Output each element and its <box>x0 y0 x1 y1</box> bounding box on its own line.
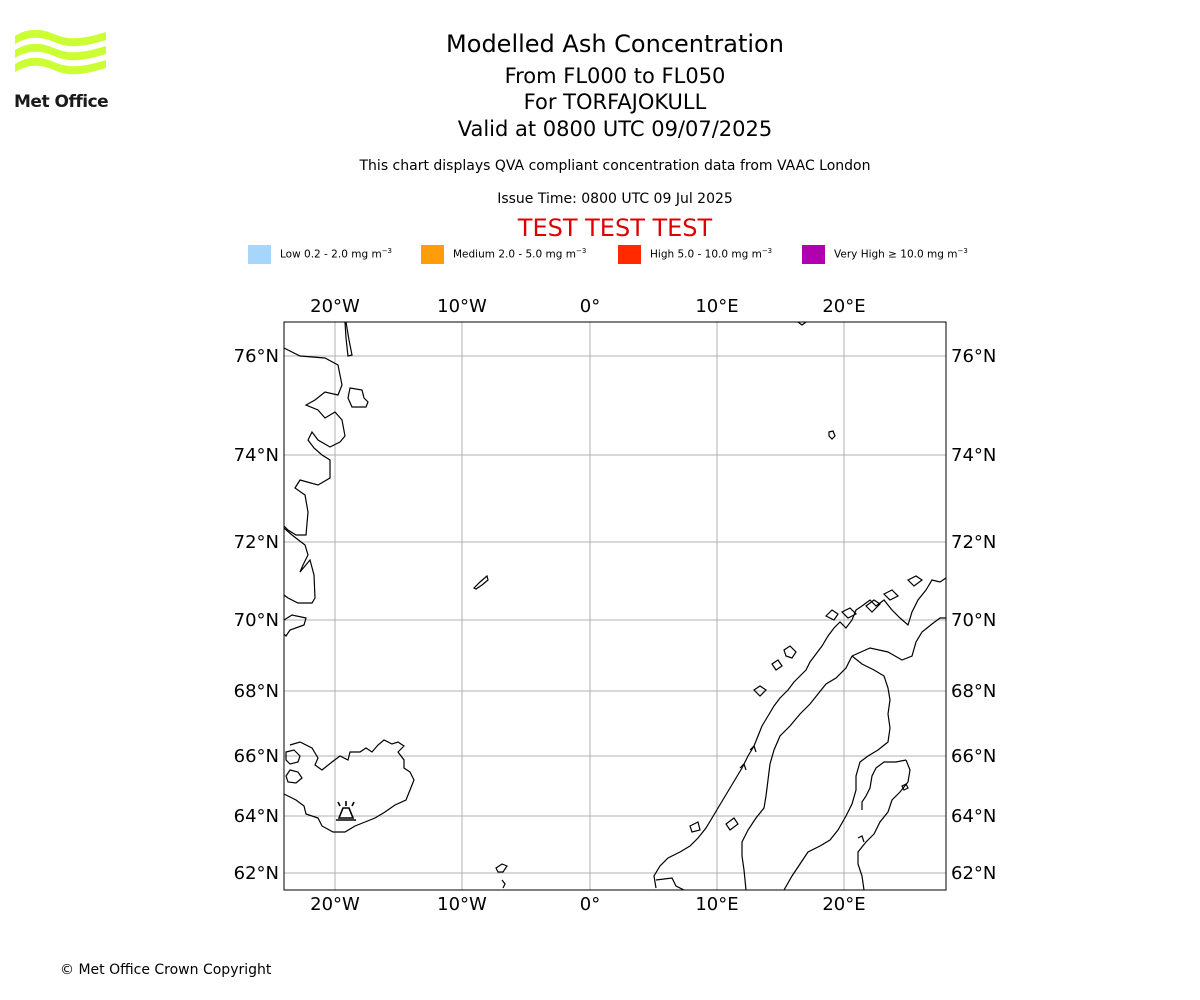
chart-description: This chart displays QVA compliant concen… <box>359 158 871 174</box>
chart-title: Modelled Ash Concentration <box>446 30 784 58</box>
logo-wordmark: Met Office <box>14 92 109 112</box>
lat-label-left: 70°N <box>234 610 279 631</box>
lon-label-bottom: 20°E <box>822 894 865 915</box>
lat-label-right: 64°N <box>951 806 996 827</box>
baltic-coast <box>857 759 911 891</box>
lon-label-top: 10°W <box>437 296 487 317</box>
lon-label-bottom: 10°E <box>695 894 738 915</box>
lat-label-left: 72°N <box>234 532 279 553</box>
legend-label-low: Low 0.2 - 2.0 mg m <box>280 248 382 261</box>
lat-label-left: 64°N <box>234 806 279 827</box>
lon-label-top: 0° <box>580 296 600 317</box>
coastlines <box>283 321 947 891</box>
lat-label-left: 66°N <box>234 746 279 767</box>
flight-levels: From FL000 to FL050 <box>504 64 726 88</box>
map-frame <box>283 321 947 891</box>
jan-mayen <box>472 574 489 590</box>
met-office-logo <box>15 30 106 75</box>
lon-label-bottom: 20°W <box>310 894 360 915</box>
lat-label-left: 74°N <box>234 445 279 466</box>
legend-item-low: Low 0.2 - 2.0 mg m−3 <box>248 244 392 264</box>
copyright-notice: © Met Office Crown Copyright <box>60 962 272 978</box>
volcano-icon <box>336 801 356 821</box>
legend-label-medium: Medium 2.0 - 5.0 mg m <box>453 248 576 261</box>
legend-swatch-high <box>618 244 641 264</box>
lat-label-right: 68°N <box>951 681 996 702</box>
volcano-name: For TORFAJOKULL <box>523 90 707 114</box>
border-norway-sweden <box>783 655 891 891</box>
lon-label-top: 20°E <box>822 296 865 317</box>
greenland-coast <box>344 321 353 357</box>
lon-label-top: 10°E <box>695 296 738 317</box>
norway-coast <box>653 577 947 889</box>
iceland-coast <box>283 739 415 833</box>
lon-label-top: 20°W <box>310 296 360 317</box>
lat-label-right: 62°N <box>951 863 996 884</box>
lat-label-right: 72°N <box>951 532 996 553</box>
legend-item-very-high: Very High ≥ 10.0 mg m−3 <box>802 244 968 264</box>
legend-label-high: High 5.0 - 10.0 mg m <box>650 248 762 261</box>
lat-label-left: 68°N <box>234 681 279 702</box>
legend-swatch-medium <box>421 244 444 264</box>
lat-label-right: 70°N <box>951 610 996 631</box>
legend-swatch-low <box>248 244 271 264</box>
legend-label-very-high: Very High ≥ 10.0 mg m <box>834 248 958 261</box>
lon-label-bottom: 0° <box>580 894 600 915</box>
legend-swatch-very-high <box>802 244 825 264</box>
lat-label-right: 74°N <box>951 445 996 466</box>
lon-label-bottom: 10°W <box>437 894 487 915</box>
issue-time: Issue Time: 0800 UTC 09 Jul 2025 <box>497 191 733 207</box>
test-banner: TEST TEST TEST <box>517 214 713 242</box>
legend-item-high: High 5.0 - 10.0 mg m−3 <box>618 244 772 264</box>
lat-label-right: 76°N <box>951 346 996 367</box>
graticule <box>284 322 946 890</box>
lat-label-left: 62°N <box>234 863 279 884</box>
lat-label-right: 66°N <box>951 746 996 767</box>
legend-item-medium: Medium 2.0 - 5.0 mg m−3 <box>421 244 586 264</box>
valid-time: Valid at 0800 UTC 09/07/2025 <box>457 117 773 141</box>
lat-label-left: 76°N <box>234 346 279 367</box>
